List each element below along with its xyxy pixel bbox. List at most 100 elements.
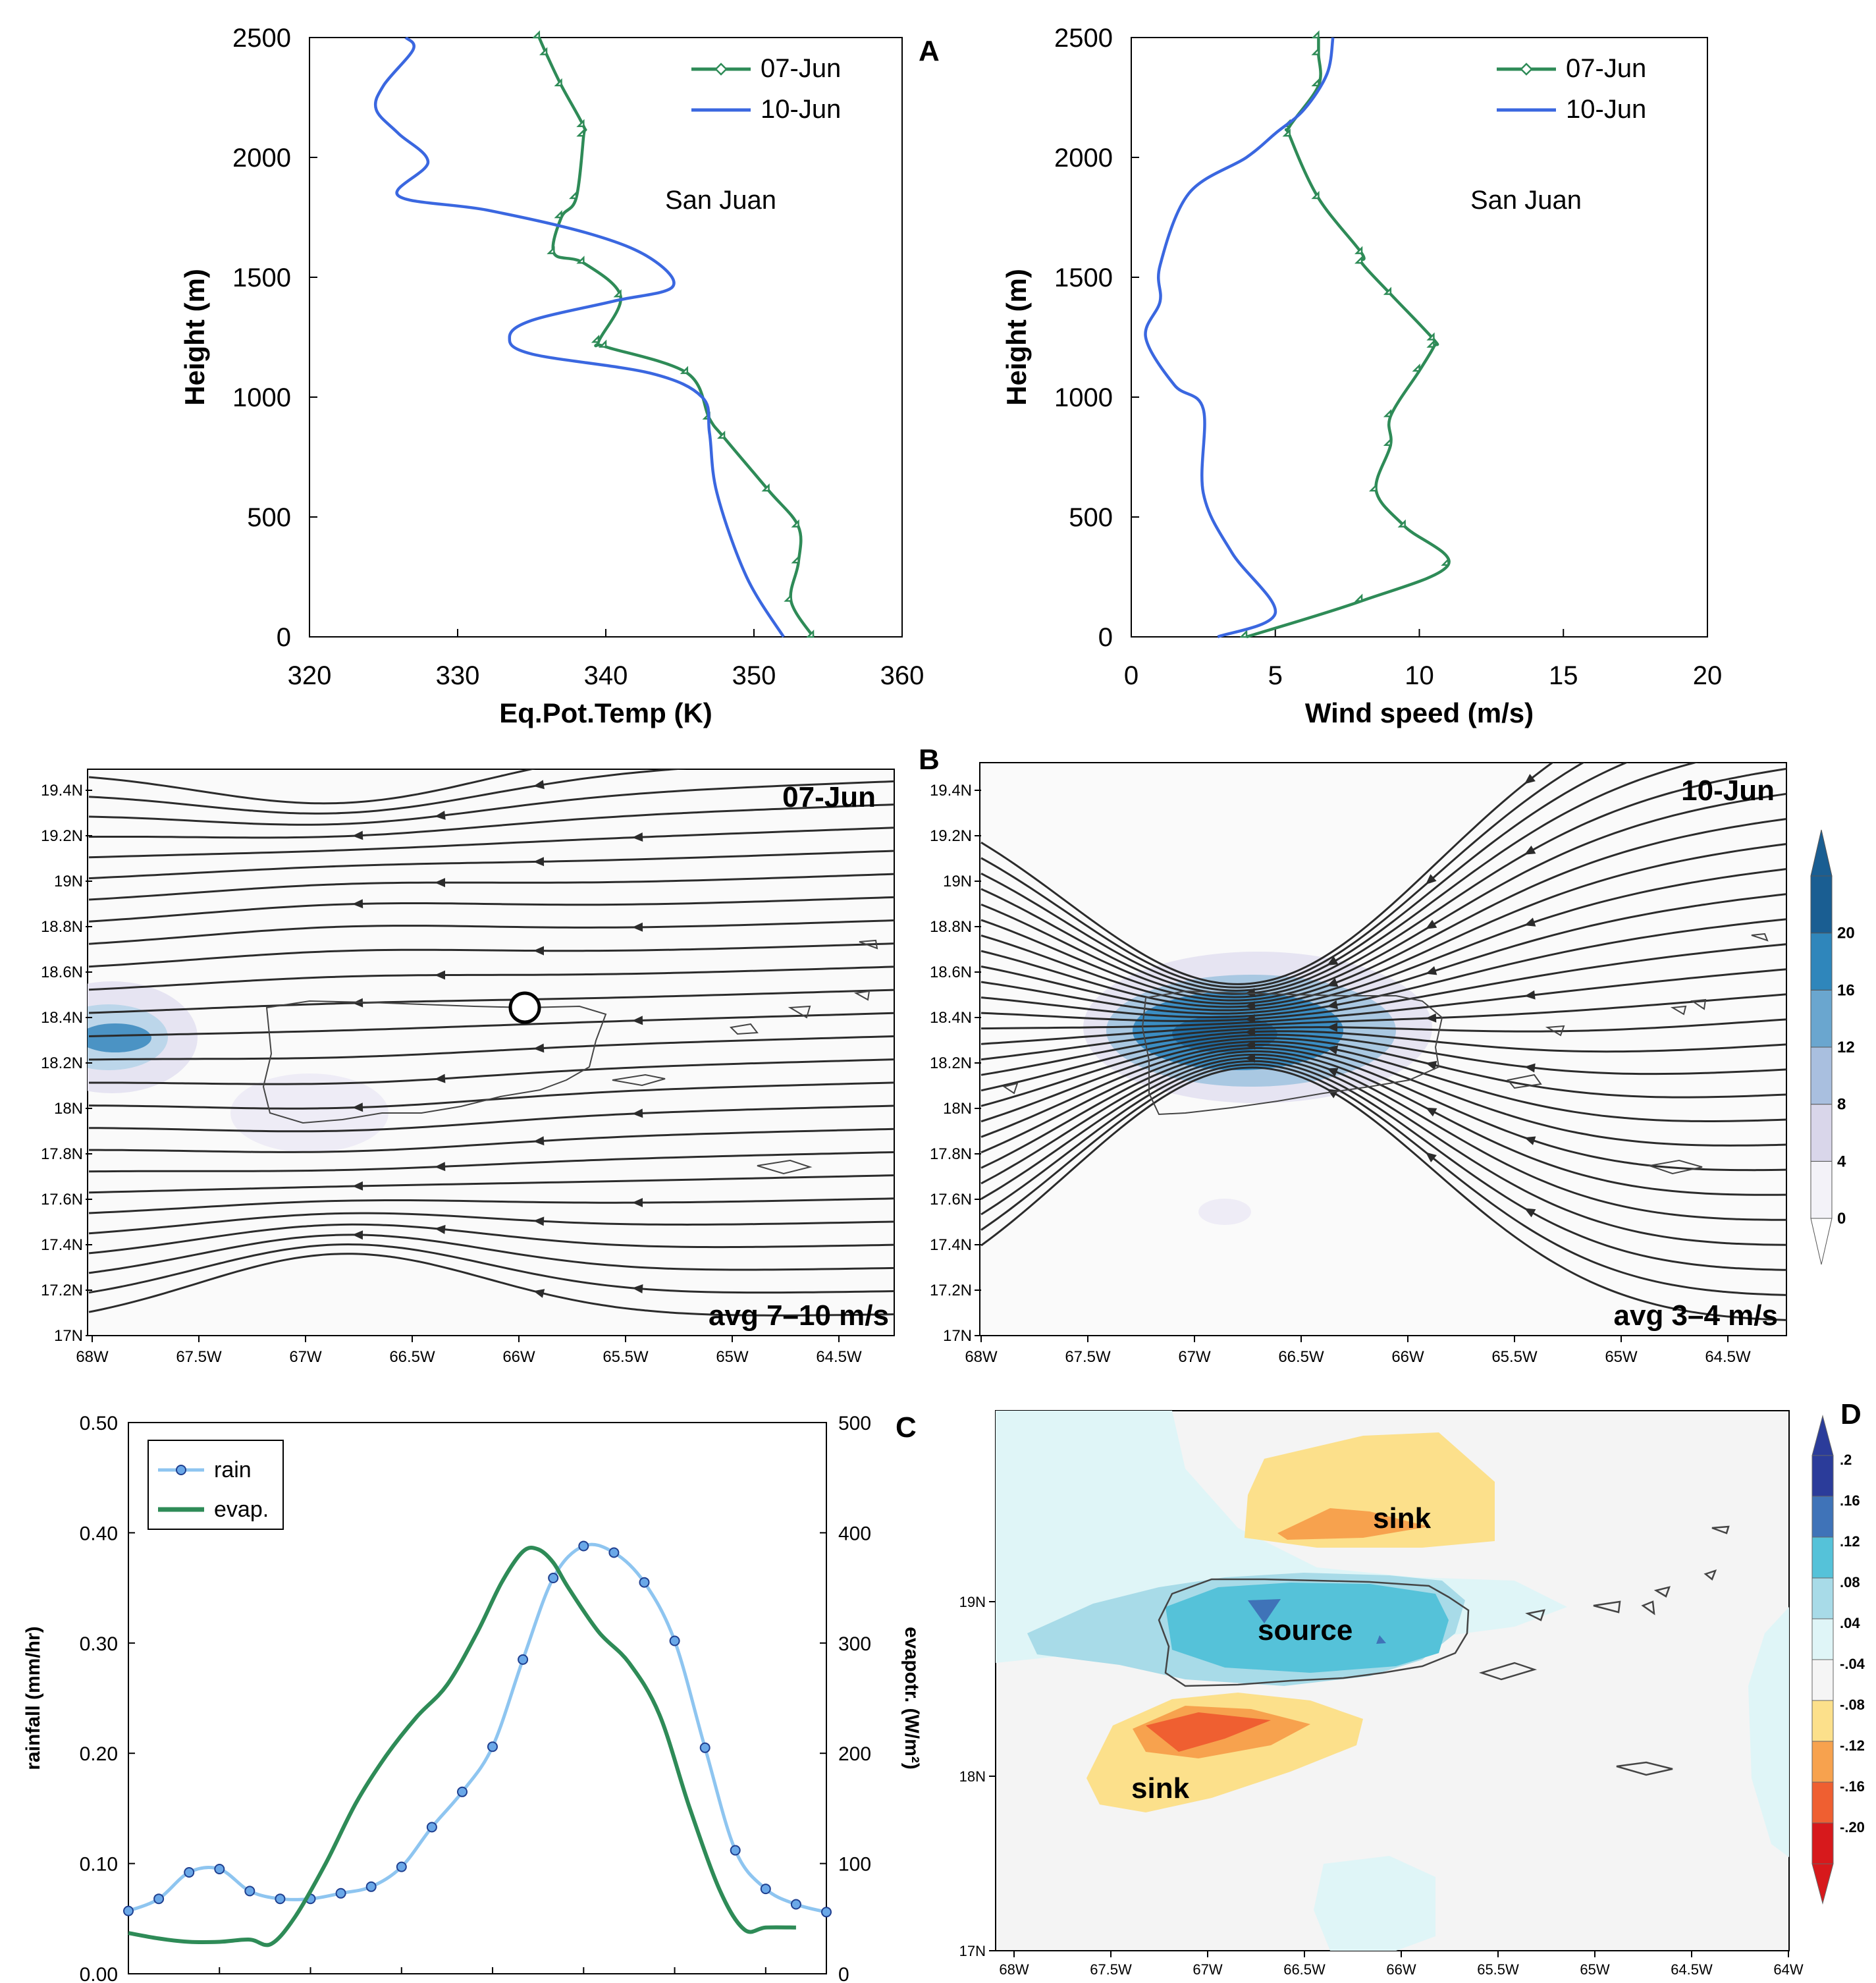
series-line-07-jun	[1246, 38, 1451, 639]
rain-point	[184, 1867, 195, 1878]
rain-point	[365, 1881, 377, 1892]
streamline-arrow	[1245, 1014, 1256, 1023]
colorbar-max-arrow	[1810, 829, 1833, 877]
rain-point	[396, 1861, 407, 1872]
y-tick-label: 0.30	[80, 1633, 118, 1655]
streamline	[980, 1043, 1786, 1147]
location-annotation: San Juan	[1470, 186, 1582, 215]
y-tick-label: 19N	[54, 873, 83, 890]
colorbar-b2: 0 4 8 12 16 20	[1810, 829, 1855, 1265]
y-tick-label: 1500	[232, 263, 291, 292]
colorbar-label: .2	[1840, 1452, 1852, 1468]
streamline	[89, 1058, 894, 1085]
legend-label: evap.	[214, 1497, 269, 1522]
data-point	[591, 335, 600, 343]
data-point	[761, 483, 770, 492]
data-point	[1383, 409, 1392, 418]
streamline-arrow	[1426, 1107, 1437, 1117]
rain-point	[518, 1654, 529, 1665]
x-tick-label: 330	[436, 661, 480, 690]
rain-point	[275, 1893, 286, 1905]
colorbar-segment	[1811, 1822, 1834, 1864]
y-tick-label: 17.2N	[930, 1282, 972, 1299]
plot-frame	[309, 37, 903, 638]
colorbar-segment	[1811, 1577, 1834, 1619]
streamline-arrow	[533, 1043, 545, 1053]
x-axis-label: Wind speed (m/s)	[1305, 697, 1534, 728]
legend-label: 07-Jun	[1566, 54, 1646, 83]
field-positive-weak-east	[1748, 1607, 1789, 1857]
streamline	[88, 780, 894, 826]
x-tick-label: 66W	[502, 1348, 535, 1366]
streamline-arrow	[1426, 966, 1437, 975]
d-label-source: source	[1258, 1614, 1353, 1646]
rain-point	[335, 1888, 346, 1899]
streamline-arrow	[632, 1108, 643, 1118]
map-b-07-jun: 07-Jun avg 7–10 m/s 68W 67.5W 67W 66.5W 66W 6…	[41, 746, 895, 1366]
location-annotation: San Juan	[665, 186, 776, 215]
streamline	[88, 1127, 894, 1153]
streamline-arrow	[632, 1198, 643, 1207]
data-point	[547, 246, 555, 254]
streamline	[980, 968, 1786, 1030]
rain-point	[699, 1742, 710, 1753]
rain-point	[639, 1577, 650, 1588]
x-tick-label: 350	[732, 661, 776, 690]
colorbar-label: 20	[1837, 925, 1855, 942]
x-tick-label: 64.5W	[816, 1348, 862, 1366]
streamline	[88, 1212, 894, 1235]
y-tick-label: 17.6N	[41, 1191, 83, 1209]
data-point	[1311, 190, 1320, 200]
b1-wind-note: avg 7–10 m/s	[709, 1299, 889, 1332]
streamline	[980, 763, 1699, 995]
series-line-rain	[128, 1542, 827, 1914]
data-point	[1383, 437, 1392, 447]
streamline	[88, 803, 894, 839]
field-source-peak-small	[1376, 1635, 1386, 1644]
b2-date-label: 10-Jun	[1681, 774, 1775, 807]
x-tick-label: 5	[1268, 661, 1283, 690]
streamline-arrow	[1524, 1136, 1536, 1145]
x-tick-label: 0	[1124, 661, 1139, 690]
y-axis-label: Height (m)	[1001, 269, 1032, 406]
y-axis-label: Height (m)	[179, 269, 210, 406]
colorbar-label: 8	[1837, 1096, 1846, 1114]
streamline-arrow	[1524, 845, 1536, 855]
y-tick-label: 0	[277, 623, 291, 652]
data-point	[1397, 519, 1406, 528]
legend-label: rain	[214, 1457, 252, 1482]
plot-frame	[128, 1422, 827, 1974]
b1-date-label: 07-Jun	[782, 781, 876, 813]
y-tick-label: 17.4N	[41, 1236, 83, 1254]
streamline-arrow	[1245, 1001, 1256, 1010]
streamline	[980, 1066, 1786, 1321]
streamline	[980, 763, 1555, 985]
islands-d	[1478, 1525, 1730, 1776]
rain-point	[214, 1864, 225, 1874]
puerto-rico-outline-b1	[262, 1000, 607, 1124]
panel-letter-d: D	[1840, 1398, 1862, 1430]
colorbar-label: .12	[1840, 1533, 1860, 1550]
x-tick-label: 67.5W	[1090, 1961, 1132, 1978]
y-tick-label: 0.10	[80, 1854, 118, 1876]
x-tick-label: 65.5W	[1477, 1961, 1519, 1978]
field-source-inner	[1166, 1583, 1449, 1673]
colorbar-label: -.16	[1840, 1778, 1865, 1795]
streamline	[88, 769, 687, 815]
field-source-peak	[1248, 1599, 1281, 1623]
streamline-arrow	[632, 746, 643, 755]
streamline	[88, 1223, 894, 1255]
y-tick-label: 2000	[232, 144, 291, 173]
colorbar-segment	[1811, 1700, 1834, 1742]
streamline	[980, 767, 1786, 998]
rain-point	[578, 1540, 589, 1552]
legend-marker	[714, 63, 728, 76]
data-point	[784, 593, 792, 602]
colorbar-label: 12	[1837, 1039, 1855, 1056]
x-tick-label: 68W	[965, 1348, 998, 1366]
colorbar-label: .08	[1840, 1574, 1860, 1590]
x-tick-label: 15	[1549, 661, 1578, 690]
axes-d: 68W 67.5W 67W 66.5W 66W 65.5W 65W 64.5W 64W 17N 18…	[959, 1594, 1804, 1978]
streamline	[980, 1037, 1786, 1107]
data-point	[1354, 593, 1363, 602]
